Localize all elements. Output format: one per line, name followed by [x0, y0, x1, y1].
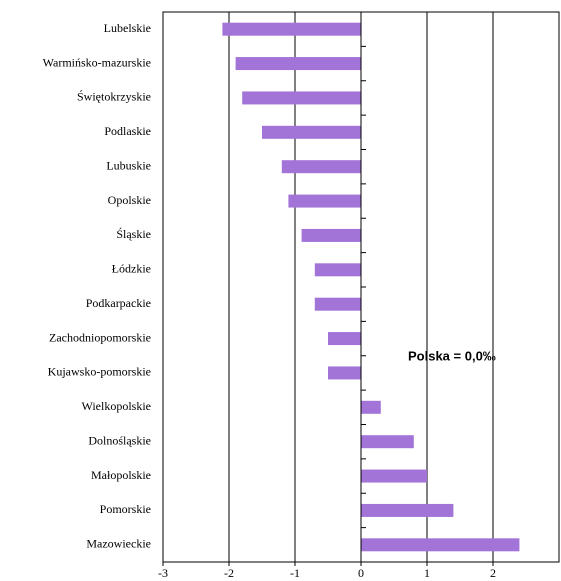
x-tick-label: -1 — [290, 566, 300, 580]
bar — [314, 297, 361, 311]
y-tick-label: Zachodniopomorskie — [49, 330, 151, 344]
y-tick-label: Łódzkie — [112, 262, 151, 276]
y-tick-label: Wielkopolskie — [81, 399, 151, 413]
y-tick-label: Kujawsko-pomorskie — [48, 365, 151, 379]
bar — [328, 366, 361, 380]
bar — [361, 469, 427, 483]
bar — [314, 263, 361, 277]
x-tick-label: 1 — [424, 566, 430, 580]
y-tick-label: Warmińsko-mazurskie — [43, 55, 151, 69]
annotation: Polska = 0,0‰ — [408, 348, 496, 363]
y-tick-label: Lubelskie — [104, 21, 151, 35]
y-tick-label: Świętokrzyskie — [77, 90, 151, 104]
x-tick-label: 2 — [490, 566, 496, 580]
bar — [301, 228, 361, 242]
y-tick-label: Dolnośląskie — [88, 433, 151, 447]
bar — [361, 538, 520, 552]
bar — [361, 435, 414, 449]
y-tick-label: Śląskie — [116, 227, 151, 241]
bar — [328, 332, 361, 346]
y-tick-label: Opolskie — [108, 193, 151, 207]
y-tick-label: Lubuskie — [106, 158, 151, 172]
y-tick-label: Małopolskie — [91, 468, 151, 482]
y-tick-label: Pomorskie — [100, 502, 151, 516]
y-tick-label: Podlaskie — [104, 124, 151, 138]
bar — [235, 57, 361, 71]
x-tick-label: -2 — [224, 566, 234, 580]
x-tick-label: 0 — [358, 566, 364, 580]
y-tick-label: Mazowieckie — [86, 537, 151, 551]
bar — [242, 91, 361, 105]
bar — [288, 194, 361, 208]
bar — [222, 22, 361, 36]
bar — [361, 503, 454, 517]
bar — [361, 400, 381, 414]
y-tick-label: Podkarpackie — [86, 296, 151, 310]
bar — [281, 160, 361, 174]
bar — [262, 125, 361, 139]
x-tick-label: -3 — [158, 566, 168, 580]
